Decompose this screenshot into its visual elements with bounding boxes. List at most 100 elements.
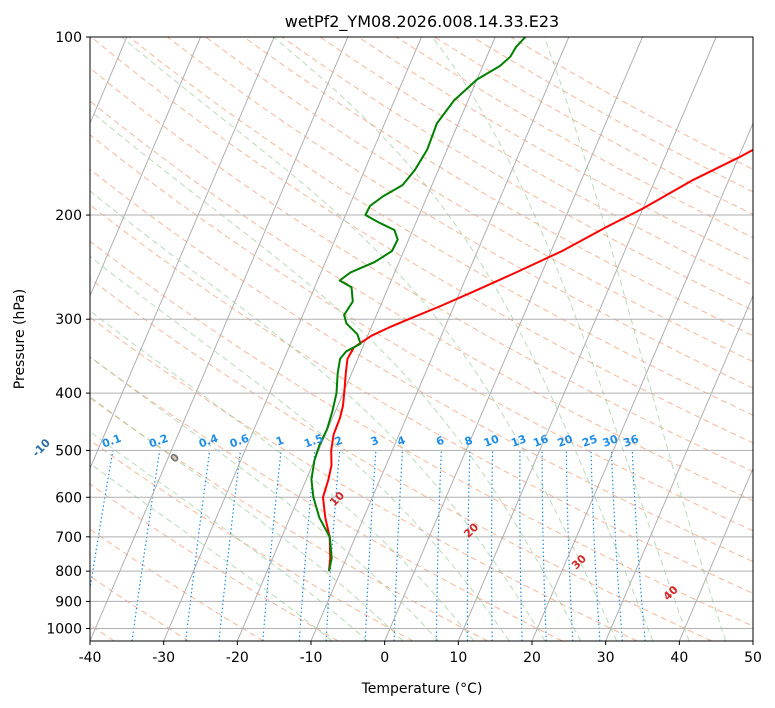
y-tick-label: 400	[55, 386, 82, 402]
moist-adiabat-line	[90, 462, 333, 641]
mixing-ratio-line	[364, 450, 377, 641]
y-axis-label: Pressure (hPa)	[12, 289, 28, 389]
mixing-ratio-label: 10	[482, 432, 501, 450]
mixing-ratio-label: 0.6	[228, 432, 251, 451]
mixing-ratio-label: 30	[601, 432, 620, 450]
y-tick-label: 700	[55, 530, 82, 546]
mixing-ratio-line	[565, 450, 574, 641]
x-tick-label: -20	[226, 650, 249, 666]
x-tick-label: 50	[744, 650, 762, 666]
dry-adiabat-line	[90, 134, 753, 532]
moist-adiabat-line	[90, 431, 369, 641]
mixing-ratio-line	[610, 450, 623, 641]
y-tick-label: 900	[55, 594, 82, 610]
mixing-ratio-line	[466, 450, 471, 641]
background-lines	[90, 37, 753, 641]
x-tick-label: 40	[670, 650, 688, 666]
x-tick-label: 0	[380, 650, 389, 666]
x-axis-ticks: -40 -30 -20 -10 0 10 20 30 40 50	[79, 641, 762, 666]
dry-adiabat-line	[243, 37, 753, 337]
moist-adiabat-line	[543, 37, 727, 641]
isotherm-line	[605, 294, 753, 641]
isotherm-line	[163, 37, 422, 641]
mixing-ratio-label: 25	[580, 432, 599, 449]
x-tick-label: -40	[79, 650, 102, 666]
moist-adiabat-line	[121, 37, 618, 641]
mixing-ratio-line	[185, 450, 211, 641]
dry-adiabat-label: -10	[30, 436, 53, 459]
dry-adiabat-line	[90, 356, 563, 641]
isotherm-line	[90, 37, 349, 641]
dry-adiabat-line	[90, 439, 414, 641]
mixing-ratio-label: 6	[434, 434, 446, 449]
chart-title: wetPf2_YM08.2026.008.14.33.E23	[285, 12, 559, 32]
dry-adiabat-line	[167, 37, 753, 389]
mixing-ratio-label: 3	[369, 434, 381, 449]
mixing-ratio-line	[262, 450, 282, 641]
moist-adiabat-line	[90, 395, 404, 641]
dry-adiabat-line	[90, 204, 753, 594]
moist-adiabat-line	[273, 37, 654, 641]
x-tick-label: 20	[523, 650, 541, 666]
mixing-ratio-line	[519, 450, 523, 641]
y-tick-label: 800	[55, 564, 82, 580]
dry-adiabat-line	[90, 483, 339, 641]
mixing-ratio-label: 36	[622, 432, 641, 450]
y-axis-ticks: 100 200 300 400 500 600 700 800 900 1000	[46, 30, 90, 637]
mixing-ratio-label: 1.5	[302, 432, 325, 451]
moist-adiabat-line	[90, 356, 439, 641]
moist-adiabat-line	[90, 190, 546, 641]
mixing-ratio-label: 1	[274, 434, 286, 449]
mixing-ratio-line	[590, 450, 601, 641]
series-line-temperature	[322, 148, 753, 572]
dry-adiabat-line	[90, 37, 753, 444]
mixing-ratio-line	[298, 450, 316, 641]
dry-adiabat-line	[434, 37, 753, 216]
dry-adiabat-line	[90, 397, 488, 641]
y-tick-label: 500	[55, 443, 82, 459]
dry-adiabat-line	[357, 37, 753, 263]
line-labels: 0.10.20.40.611.52346810131620253036-100-…	[30, 432, 681, 604]
moist-adiabat-label: 30	[569, 552, 589, 572]
isotherm-line	[531, 122, 753, 641]
mixing-ratio-label: 20	[556, 432, 575, 450]
y-tick-label: 200	[55, 208, 82, 224]
moist-adiabat-label: 20	[461, 520, 481, 540]
moist-adiabat-line	[431, 37, 690, 641]
x-axis-label: Temperature (°C)	[361, 681, 483, 697]
x-tick-label: 10	[449, 650, 467, 666]
series-group	[310, 37, 753, 572]
y-tick-label: 100	[55, 30, 82, 46]
moist-adiabat-label: 10	[327, 489, 347, 509]
mixing-ratio-label: 13	[509, 432, 528, 449]
dry-adiabat-line	[90, 278, 712, 641]
dry-adiabat-line	[129, 37, 753, 416]
dry-adiabat-line	[510, 37, 753, 170]
x-tick-label: -10	[300, 650, 323, 666]
moist-adiabat-line	[90, 255, 510, 641]
isotherm-line	[752, 639, 753, 641]
dry-adiabat-line	[281, 37, 753, 312]
y-tick-label: 1000	[46, 621, 82, 637]
dry-adiabat-line	[90, 575, 190, 641]
mixing-ratio-label: 8	[463, 434, 475, 449]
dry-adiabat-line	[90, 240, 753, 627]
dry-adiabat-line	[205, 37, 753, 363]
mixing-ratio-label: 16	[531, 432, 550, 450]
mixing-ratio-line	[218, 450, 242, 641]
moist-adiabat-line	[90, 109, 582, 641]
moist-adiabat-label: 40	[661, 583, 681, 603]
dry-adiabat-line	[90, 316, 638, 641]
mixing-ratio-label: 0.2	[147, 432, 170, 451]
isotherm-line	[90, 37, 201, 298]
moist-adiabat-line	[90, 310, 475, 641]
mixing-ratio-line	[435, 450, 442, 641]
mixing-ratio-label: 4	[395, 434, 407, 449]
x-tick-label: 30	[597, 650, 615, 666]
dry-adiabat-line	[90, 168, 753, 563]
y-tick-label: 300	[55, 312, 82, 328]
grid	[90, 37, 753, 641]
series-line-dewpoint	[310, 37, 527, 572]
isotherm-line	[457, 37, 717, 641]
